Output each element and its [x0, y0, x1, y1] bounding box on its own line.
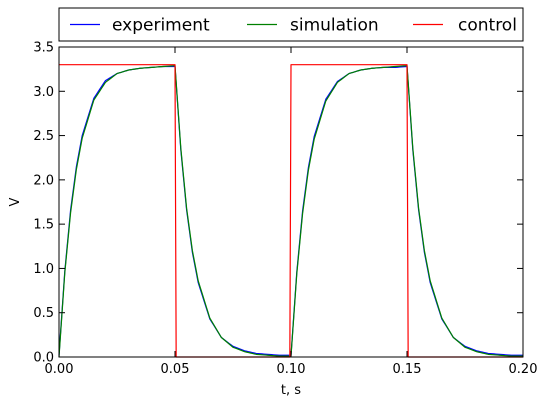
- x-axis-label: t, s: [281, 383, 301, 398]
- y-axis-label: V: [8, 197, 23, 206]
- x-tick-label: 0.10: [277, 362, 306, 377]
- y-tick-label: 3.0: [33, 85, 54, 100]
- y-tick-label: 0.5: [33, 306, 54, 321]
- y-axis-ticks: 0.0 0.5 1.0 1.5 2.0 2.5 3.0 3.5: [33, 41, 523, 366]
- y-tick-label: 2.0: [33, 173, 54, 188]
- y-tick-label: 0.0: [33, 351, 54, 366]
- x-tick-label: 0.00: [45, 362, 74, 377]
- y-tick-label: 1.0: [33, 262, 54, 277]
- legend: experiment simulation control: [58, 7, 524, 42]
- legend-label-experiment: experiment: [112, 16, 210, 36]
- legend-label-simulation: simulation: [290, 16, 379, 36]
- x-axis-ticks: 0.00 0.05 0.10 0.15 0.20: [45, 47, 538, 377]
- x-tick-label: 0.20: [509, 362, 538, 377]
- y-tick-label: 3.5: [33, 41, 54, 56]
- y-tick-label: 2.5: [33, 129, 54, 144]
- x-tick-label: 0.05: [161, 362, 190, 377]
- x-tick-label: 0.15: [393, 362, 422, 377]
- series-line-control: [59, 64, 523, 358]
- legend-frame: [58, 7, 524, 42]
- y-tick-label: 1.5: [33, 218, 54, 233]
- legend-label-control: control: [458, 16, 517, 36]
